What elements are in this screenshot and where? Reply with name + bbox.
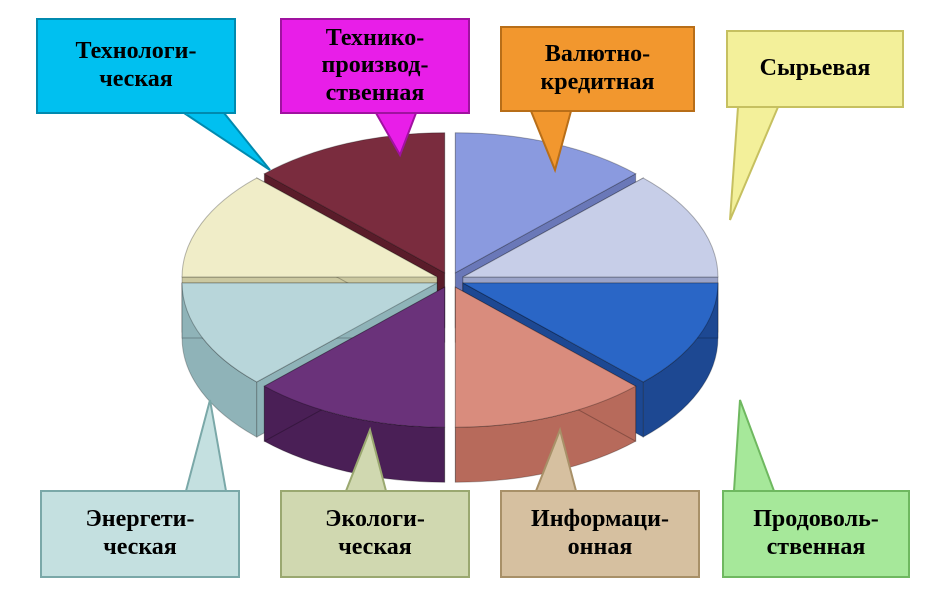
callout-label: Сырьевая xyxy=(760,55,871,83)
callout-label: Технологи-ческая xyxy=(76,38,197,93)
callout-inform: Информаци-онная xyxy=(500,490,700,578)
callout-pointer xyxy=(730,107,778,220)
callout-ecolog: Экологи-ческая xyxy=(280,490,470,578)
callout-valut: Валютно-кредитная xyxy=(500,26,695,112)
callout-technolog: Технологи-ческая xyxy=(36,18,236,114)
callout-tech-prod: Технико-производ-ственная xyxy=(280,18,470,114)
callout-label: Информаци-онная xyxy=(531,506,669,561)
diagram-stage: { "canvas":{"w":926,"h":610,"bg":"#fffff… xyxy=(0,0,926,610)
callout-label: Валютно-кредитная xyxy=(540,41,654,96)
pie-slices xyxy=(182,133,718,482)
callout-label: Продоволь-ственная xyxy=(753,506,879,561)
callout-syr: Сырьевая xyxy=(726,30,904,108)
callout-prodov: Продоволь-ственная xyxy=(722,490,910,578)
callout-pointer xyxy=(734,400,774,491)
callout-label: Технико-производ-ственная xyxy=(322,25,429,108)
callout-pointer xyxy=(186,400,226,491)
callout-label: Экологи-ческая xyxy=(325,506,425,561)
callout-label: Энергети-ческая xyxy=(86,506,195,561)
callout-pointer xyxy=(184,113,270,170)
callout-energet: Энергети-ческая xyxy=(40,490,240,578)
